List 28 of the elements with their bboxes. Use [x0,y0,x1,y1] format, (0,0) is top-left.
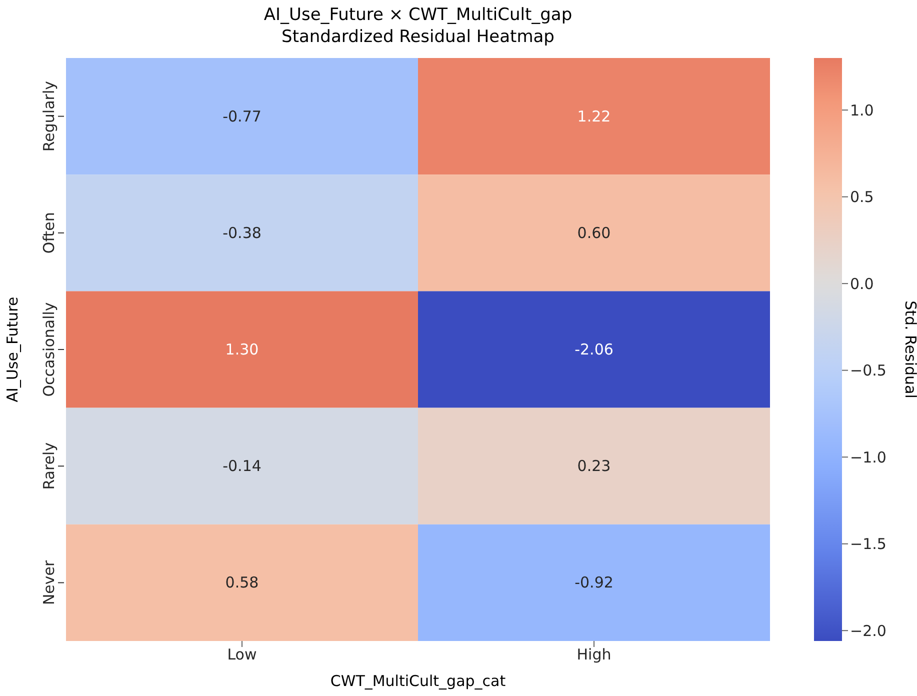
x-axis-title: CWT_MultiCult_gap_cat [330,672,506,690]
color-bar-label: −1.5 [850,535,886,554]
y-tick-label: Rarely [40,442,58,490]
y-tick-label: Never [40,560,58,606]
y-tick-label: Occasionally [40,302,58,397]
data-label: -0.92 [574,574,614,592]
color-bar-label: 0.0 [850,274,874,293]
data-label: -0.38 [222,224,262,242]
color-bar-label: 0.5 [850,188,874,206]
y-tick-label: Often [40,212,58,254]
y-tick-label: Regularly [40,80,58,152]
data-label: 0.23 [577,457,611,476]
color-bar-label: 1.0 [850,101,874,120]
color-bar-title: Std. Residual [902,300,917,398]
x-tick-label: High [576,646,612,664]
data-label: 1.22 [577,107,611,126]
color-bar-label: −0.5 [850,362,886,380]
color-bar-label: −1.0 [850,448,886,466]
data-label: 0.58 [225,574,259,592]
data-label: 1.30 [225,340,259,358]
data-label: -0.77 [222,107,262,126]
color-bar-label: −2.0 [850,622,886,640]
data-label: -2.06 [574,340,614,358]
data-label: -0.14 [222,457,262,476]
data-label: 0.60 [577,224,611,242]
chart-title: AI_Use_Future × CWT_MultiCult_gap Standardized Residual Heatmap [262,4,574,48]
x-tick-label: Low [227,646,257,664]
y-axis-title: AI_Use_Future [3,296,22,402]
